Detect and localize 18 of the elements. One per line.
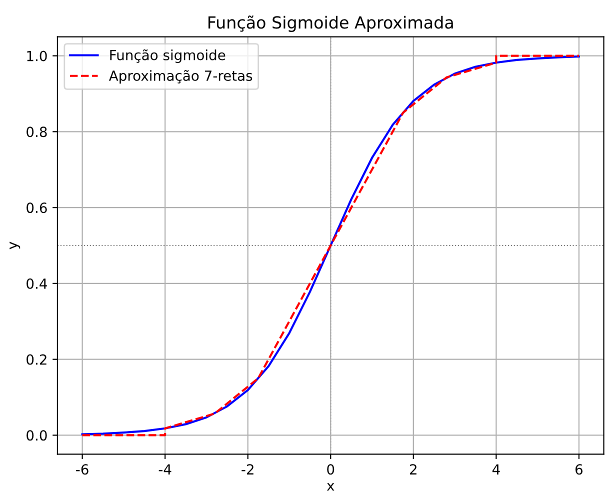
y-tick-label: 0.2 xyxy=(26,354,46,365)
y-tick-label: 0.6 xyxy=(26,202,47,214)
x-tick-label: 0 xyxy=(327,464,334,475)
x-tick-label: 2 xyxy=(410,464,416,474)
legend-label: Aproximação 7-retas xyxy=(108,70,252,84)
x-tick-label: -6 xyxy=(76,464,88,475)
x-axis-title: x xyxy=(326,483,334,491)
legend-label: Função sigmoide xyxy=(110,49,226,64)
chart-title: Função Sigmoide Aproximada xyxy=(208,16,453,32)
x-tick-label: -4 xyxy=(158,464,172,474)
y-tick-label: 0.0 xyxy=(26,430,47,441)
y-axis-title: y xyxy=(10,242,20,250)
x-tick-label: 4 xyxy=(492,464,500,474)
y-tick-label: 0.4 xyxy=(26,278,47,289)
y-tick-label: 0.8 xyxy=(26,126,47,138)
y-tick-label: 1.0 xyxy=(27,50,47,62)
x-tick-label: 6 xyxy=(576,464,582,475)
x-tick-label: -2 xyxy=(242,464,254,474)
